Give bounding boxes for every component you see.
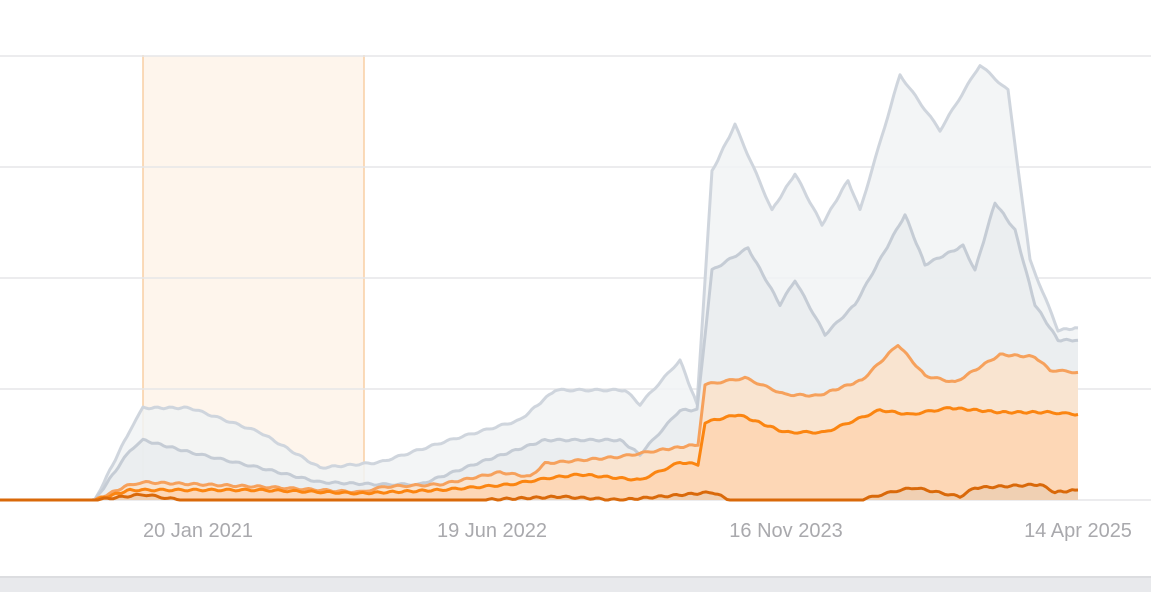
series-line-median — [0, 406, 1079, 502]
series-line-low — [0, 482, 1079, 502]
series-area-median — [0, 407, 1078, 500]
series-line-upper-mid — [0, 201, 1079, 502]
series-lines — [0, 64, 1079, 502]
footer-bar — [0, 576, 1151, 592]
x-tick-label: 14 Apr 2025 — [1024, 520, 1132, 542]
series-line-upper-band — [0, 64, 1079, 502]
x-tick-label: 16 Nov 2023 — [729, 520, 843, 542]
x-tick-label: 20 Jan 2021 — [142, 520, 254, 542]
area-chart — [0, 55, 1151, 502]
series-line-mid-high — [0, 344, 1079, 502]
x-tick-label: 19 Jun 2022 — [436, 520, 548, 542]
